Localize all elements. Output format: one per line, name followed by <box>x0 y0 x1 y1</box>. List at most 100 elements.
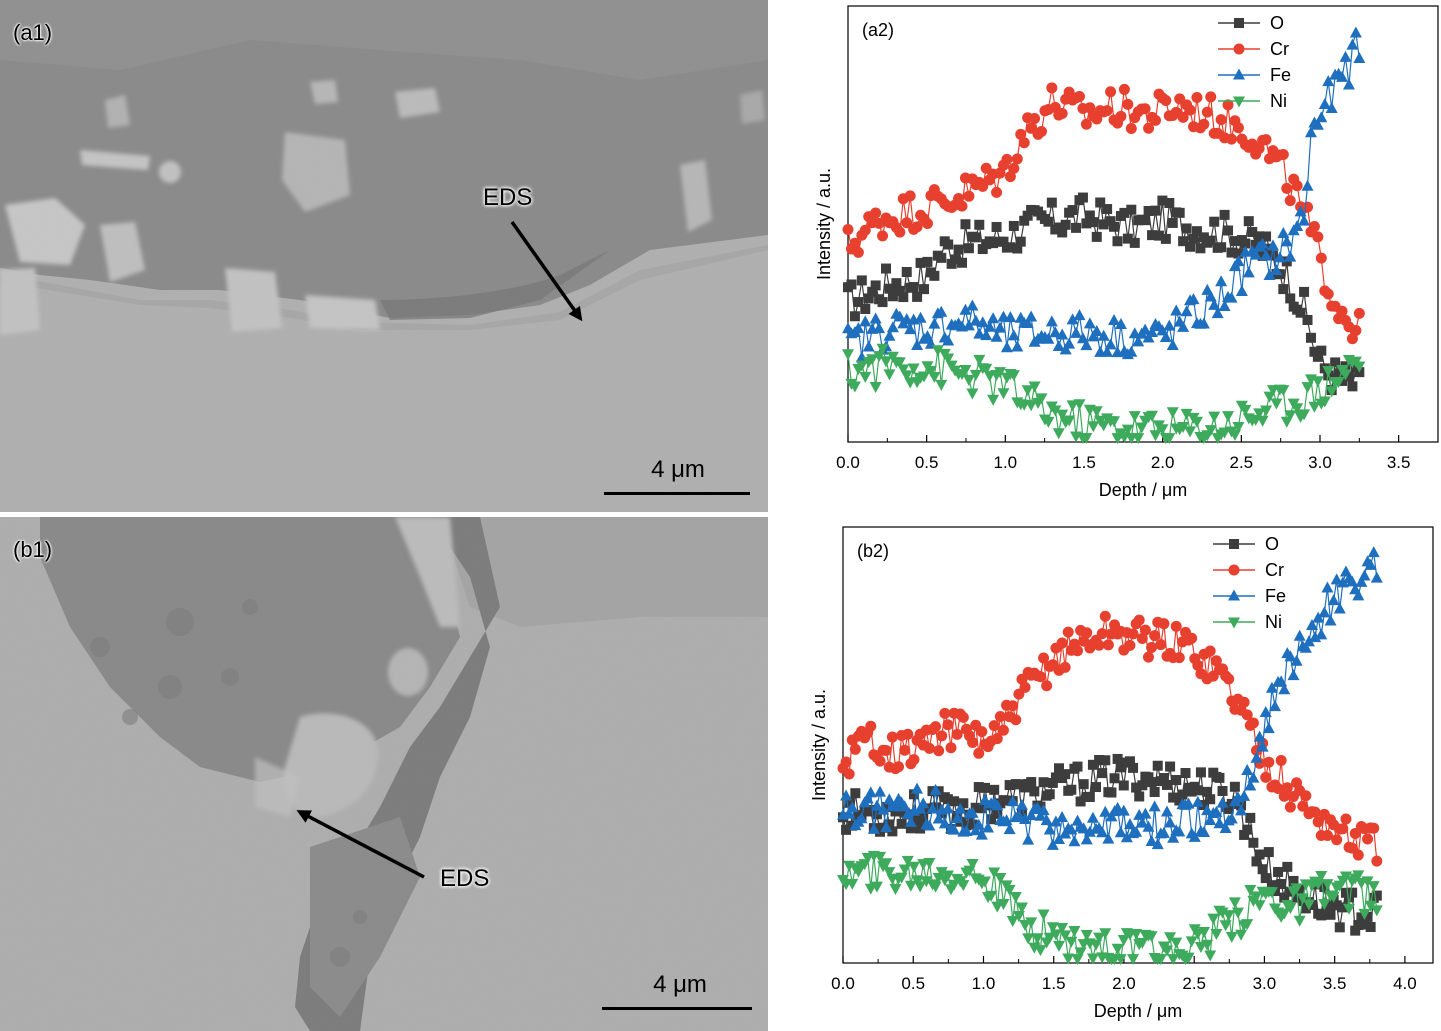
data-point <box>1034 671 1046 683</box>
data-point <box>1284 902 1297 914</box>
data-point <box>1260 873 1271 884</box>
data-point <box>914 311 927 323</box>
data-point <box>1018 137 1030 149</box>
data-point <box>1238 789 1251 801</box>
data-point <box>1208 298 1221 310</box>
data-point <box>1146 777 1157 788</box>
data-point <box>1187 293 1200 305</box>
data-point <box>1215 114 1227 126</box>
data-point <box>970 802 981 813</box>
data-point <box>1247 717 1259 729</box>
data-point <box>1084 791 1095 802</box>
data-point <box>1124 639 1136 651</box>
data-point <box>852 246 864 258</box>
data-point <box>914 881 927 893</box>
data-point <box>1296 893 1309 905</box>
legend-item-cr: Cr <box>1213 560 1284 580</box>
x-tick-label: 0.5 <box>915 453 939 472</box>
data-point <box>1302 899 1315 911</box>
data-point <box>978 876 991 888</box>
x-tick-label: 0.5 <box>901 974 925 993</box>
data-point <box>957 880 970 892</box>
data-point <box>1219 209 1230 220</box>
data-point <box>1035 801 1046 812</box>
legend-item-fe: Fe <box>1218 65 1291 85</box>
data-point <box>970 232 981 243</box>
data-point <box>1013 779 1024 790</box>
data-point <box>992 808 1003 819</box>
data-point <box>1065 936 1078 948</box>
data-point <box>1111 801 1124 813</box>
data-point <box>1280 235 1293 247</box>
eds-label-b1: EDS <box>440 865 490 892</box>
data-point <box>974 219 985 230</box>
data-point <box>1177 111 1189 123</box>
data-point <box>1170 937 1183 949</box>
data-point <box>921 217 933 229</box>
x-tick-label: 0.0 <box>831 974 855 993</box>
data-point <box>1006 795 1019 807</box>
data-point <box>973 327 986 339</box>
data-point <box>902 728 914 740</box>
data-point <box>1091 231 1102 242</box>
data-point <box>877 803 890 815</box>
data-point <box>1149 787 1160 798</box>
data-point <box>919 284 930 295</box>
data-point <box>1238 696 1250 708</box>
data-point <box>1086 811 1099 823</box>
data-point <box>1362 911 1373 922</box>
data-point <box>920 876 933 888</box>
data-point <box>1278 284 1289 295</box>
data-point <box>1097 768 1108 779</box>
data-point <box>1188 233 1199 244</box>
data-point <box>1086 953 1099 965</box>
data-point <box>1019 919 1032 931</box>
data-point <box>1270 398 1283 410</box>
eds-arrow-a1 <box>510 220 583 322</box>
data-point <box>1254 849 1265 860</box>
data-point <box>1139 323 1152 335</box>
data-point <box>976 726 988 738</box>
data-point <box>1208 411 1221 423</box>
data-point <box>1052 428 1065 440</box>
data-point <box>1362 833 1374 845</box>
data-point <box>1245 812 1256 823</box>
data-point <box>869 382 882 394</box>
data-point <box>1293 629 1306 641</box>
data-point <box>891 278 902 289</box>
data-point <box>1112 236 1123 247</box>
data-point <box>1364 558 1377 570</box>
data-point <box>887 826 898 837</box>
data-point <box>1225 931 1238 943</box>
data-point <box>1052 340 1065 352</box>
data-point <box>985 890 998 902</box>
data-point <box>1043 216 1054 227</box>
data-point <box>1158 773 1169 784</box>
legend-marker <box>1229 539 1239 549</box>
data-point <box>1263 847 1274 858</box>
data-point <box>1095 197 1106 208</box>
data-point <box>1070 326 1083 338</box>
data-point <box>1068 835 1081 847</box>
data-point <box>942 353 955 365</box>
data-point <box>1353 361 1366 373</box>
data-point <box>1146 410 1159 422</box>
data-point <box>1318 396 1331 408</box>
data-point <box>936 252 947 263</box>
data-point <box>1150 205 1161 216</box>
data-point <box>976 803 987 814</box>
data-point <box>1207 913 1220 925</box>
data-point <box>963 190 975 202</box>
data-point <box>1218 300 1231 312</box>
data-point <box>1001 153 1013 165</box>
data-point <box>1192 659 1204 671</box>
legend-item-ni: Ni <box>1213 612 1282 632</box>
data-point <box>1239 829 1250 840</box>
data-point <box>846 878 859 890</box>
data-point <box>1130 825 1143 837</box>
data-point <box>1232 255 1245 267</box>
data-point <box>1244 779 1257 791</box>
data-point <box>1073 90 1085 102</box>
data-point <box>1257 864 1268 875</box>
data-point <box>849 237 861 249</box>
